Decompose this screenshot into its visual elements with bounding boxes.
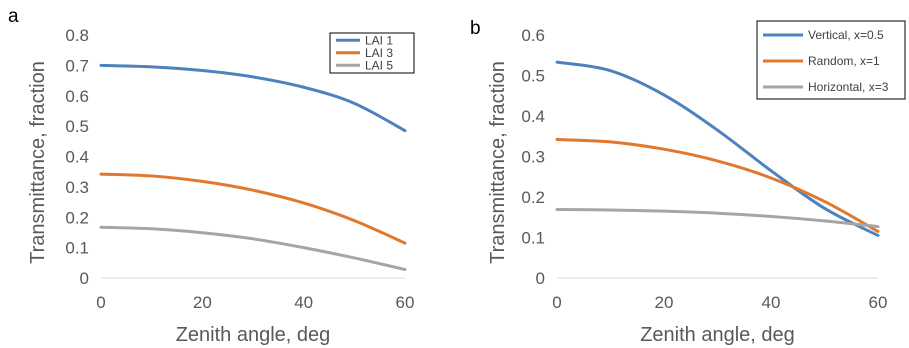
series-line-3	[101, 227, 405, 269]
x-tick-label: 40	[294, 293, 313, 312]
y-axis-title: Transmittance, fraction	[27, 61, 49, 264]
y-tick-label: 0.7	[65, 56, 89, 75]
y-axis-title: Transmittance, fraction	[487, 61, 509, 264]
y-tick-label: 0.3	[521, 148, 545, 167]
y-tick-label: 0.4	[521, 107, 545, 126]
series-line-2	[557, 139, 878, 231]
x-tick-label: 20	[655, 293, 674, 312]
y-tick-label: 0.8	[65, 26, 89, 45]
chart-panel-a: a 0 0.1 0.2 0.3 0.4 0.5 0.6 0.7 0.8 0 20 40 60 Zenith…	[8, 6, 414, 346]
chart-panel-b: b 0 0.1 0.2 0.3 0.4 0.5 0.6 0 20 40 60 Zenith angle…	[470, 18, 905, 346]
y-tick-label: 0.6	[521, 26, 545, 45]
y-tick-label: 0.5	[65, 117, 89, 136]
x-axis-title: Zenith angle, deg	[640, 324, 795, 346]
y-tick-label: 0.1	[521, 229, 545, 248]
y-tick-label: 0.3	[65, 178, 89, 197]
series-line-1	[101, 65, 405, 130]
x-axis-title: Zenith angle, deg	[176, 324, 331, 346]
series-line-2	[101, 174, 405, 243]
legend: LAI 1LAI 3LAI 5	[330, 33, 414, 73]
legend: Vertical, x=0.5 Random, x=1 Horizontal, x=…	[757, 21, 905, 99]
legend-label: Horizontal, x=3	[808, 80, 889, 94]
y-tick-label: 0.2	[521, 188, 545, 207]
x-tick-label: 0	[96, 293, 105, 312]
x-tick-label: 60	[396, 293, 415, 312]
y-tick-label: 0	[536, 269, 545, 288]
legend-label: Random, x=1	[808, 54, 880, 68]
y-tick-label: 0.1	[65, 239, 89, 258]
y-tick-label: 0.5	[521, 67, 545, 86]
y-tick-label: 0.6	[65, 87, 89, 106]
x-tick-label: 60	[869, 293, 888, 312]
x-tick-label: 40	[762, 293, 781, 312]
legend-label: Vertical, x=0.5	[808, 28, 884, 42]
x-tick-label: 0	[552, 293, 561, 312]
panel-label-a: a	[8, 6, 19, 27]
y-tick-label: 0.4	[65, 148, 89, 167]
panel-label-b: b	[470, 18, 481, 39]
y-tick-label: 0.2	[65, 208, 89, 227]
y-tick-label: 0	[80, 269, 89, 288]
x-tick-label: 20	[193, 293, 212, 312]
legend-label: LAI 5	[365, 58, 393, 72]
